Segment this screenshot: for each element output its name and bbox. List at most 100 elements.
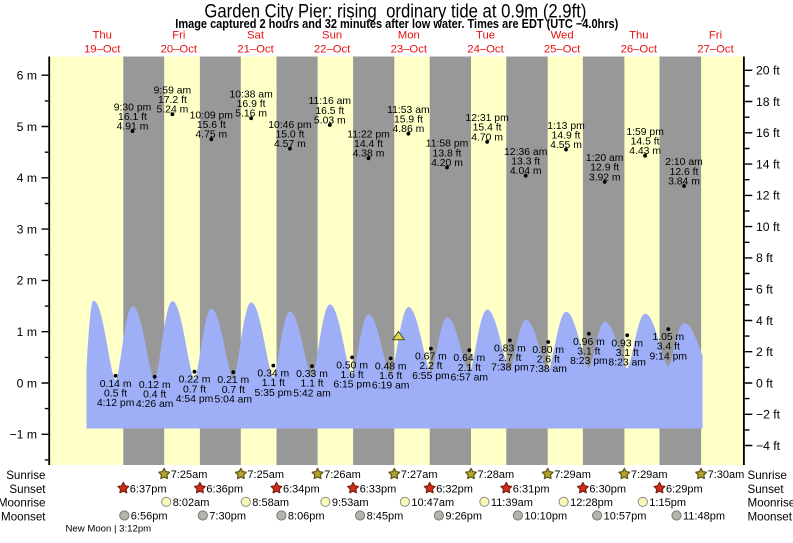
svg-text:3.92 m: 3.92 m [589,172,621,183]
svg-text:4.20 m: 4.20 m [431,158,463,169]
svg-text:9:53am: 9:53am [332,497,369,509]
svg-text:4 m: 4 m [17,171,37,185]
svg-text:New Moon | 3:12pm: New Moon | 3:12pm [66,524,152,535]
svg-text:10 ft: 10 ft [756,220,780,234]
svg-text:22–Oct: 22–Oct [314,43,351,55]
svg-text:6:37pm: 6:37pm [130,483,167,495]
svg-text:16 ft: 16 ft [756,126,780,140]
svg-text:10:10pm: 10:10pm [524,511,567,523]
svg-text:6:15 pm: 6:15 pm [333,380,371,391]
svg-text:Moonrise: Moonrise [748,497,793,510]
svg-text:5.03 m: 5.03 m [314,115,346,126]
svg-text:12 ft: 12 ft [756,189,780,203]
svg-text:2 ft: 2 ft [756,345,774,359]
svg-text:Moonrise: Moonrise [0,497,46,510]
svg-text:7:29am: 7:29am [631,469,668,481]
svg-text:4.91 m: 4.91 m [117,122,149,133]
svg-text:20–Oct: 20–Oct [161,43,198,55]
svg-text:8:23 pm: 8:23 pm [570,356,608,367]
svg-text:Moonset: Moonset [748,510,793,523]
svg-text:27–Oct: 27–Oct [697,43,734,55]
svg-text:9:26pm: 9:26pm [445,511,482,523]
svg-text:5:04 am: 5:04 am [215,394,253,405]
svg-text:6:55 pm: 6:55 pm [412,371,450,382]
svg-text:7:27am: 7:27am [401,469,438,481]
svg-text:6:36pm: 6:36pm [206,483,243,495]
svg-text:7:30pm: 7:30pm [209,511,246,523]
svg-text:6:57 am: 6:57 am [451,372,489,383]
svg-text:10:47am: 10:47am [411,497,454,509]
svg-text:6:34pm: 6:34pm [283,483,320,495]
svg-text:4:26 am: 4:26 am [136,399,174,410]
svg-text:Moonset: Moonset [1,510,46,523]
svg-text:21–Oct: 21–Oct [237,43,274,55]
svg-text:6:29pm: 6:29pm [666,483,703,495]
svg-text:Tue: Tue [476,30,495,42]
svg-text:5.16 m: 5.16 m [235,109,267,120]
svg-text:8:06pm: 8:06pm [288,511,325,523]
svg-text:11:48pm: 11:48pm [683,511,725,523]
svg-text:9:14 pm: 9:14 pm [650,351,688,362]
svg-text:11:39am: 11:39am [491,497,533,509]
svg-text:5:42 am: 5:42 am [293,388,331,399]
svg-text:7:30am: 7:30am [708,469,745,481]
svg-text:6:33pm: 6:33pm [360,483,397,495]
svg-text:6:30pm: 6:30pm [589,483,626,495]
svg-text:4.04 m: 4.04 m [510,166,542,177]
svg-text:5:35 pm: 5:35 pm [255,388,293,399]
svg-text:4.43 m: 4.43 m [629,146,661,157]
svg-text:−4 ft: −4 ft [756,439,781,453]
svg-text:Fri: Fri [172,30,185,42]
svg-text:18 ft: 18 ft [756,95,780,109]
svg-text:4.55 m: 4.55 m [550,140,582,151]
svg-text:1:15pm: 1:15pm [649,497,686,509]
svg-text:3 m: 3 m [17,222,37,236]
svg-text:Thu: Thu [92,30,111,42]
svg-text:1 m: 1 m [17,325,37,339]
svg-text:6:56pm: 6:56pm [131,511,168,523]
svg-text:Sat: Sat [247,30,265,42]
svg-text:23–Oct: 23–Oct [391,43,428,55]
svg-text:6:32pm: 6:32pm [436,483,473,495]
svg-text:7:26am: 7:26am [324,469,361,481]
svg-text:Sunset: Sunset [9,483,46,496]
svg-text:5.24 m: 5.24 m [157,105,189,116]
svg-text:7:25am: 7:25am [171,469,208,481]
svg-text:Thu: Thu [629,30,648,42]
svg-text:2 m: 2 m [17,274,37,288]
svg-text:14 ft: 14 ft [756,157,780,171]
svg-text:5 m: 5 m [17,120,37,134]
svg-text:Sun: Sun [322,30,342,42]
svg-text:Sunset: Sunset [748,483,785,496]
svg-text:8:23 am: 8:23 am [608,358,646,369]
svg-text:Fri: Fri [709,30,722,42]
svg-text:25–Oct: 25–Oct [544,43,581,55]
svg-text:4:12 pm: 4:12 pm [97,398,135,409]
svg-text:Mon: Mon [398,30,420,42]
svg-text:3.84 m: 3.84 m [668,176,700,187]
svg-text:−1 m: −1 m [10,428,37,442]
svg-text:7:25am: 7:25am [247,469,284,481]
svg-text:8:58am: 8:58am [252,497,289,509]
svg-text:6 m: 6 m [17,69,37,83]
svg-text:0 m: 0 m [17,376,37,390]
svg-text:8:45pm: 8:45pm [367,511,404,523]
svg-text:20 ft: 20 ft [756,64,780,78]
svg-text:−2 ft: −2 ft [756,408,781,422]
svg-text:6:31pm: 6:31pm [513,483,550,495]
svg-text:Wed: Wed [551,30,574,42]
svg-text:24–Oct: 24–Oct [467,43,504,55]
svg-text:8 ft: 8 ft [756,251,774,265]
svg-text:4 ft: 4 ft [756,314,774,328]
svg-text:12:28pm: 12:28pm [570,497,613,509]
svg-text:6 ft: 6 ft [756,283,774,297]
svg-text:0 ft: 0 ft [756,376,774,390]
svg-text:4.57 m: 4.57 m [274,139,306,150]
svg-text:4.75 m: 4.75 m [195,130,227,141]
svg-text:7:28am: 7:28am [478,469,515,481]
svg-text:7:38 am: 7:38 am [529,364,567,375]
svg-text:7:38 pm: 7:38 pm [491,363,529,374]
svg-text:4:54 pm: 4:54 pm [176,394,214,405]
svg-text:7:29am: 7:29am [554,469,591,481]
svg-text:8:02am: 8:02am [173,497,210,509]
